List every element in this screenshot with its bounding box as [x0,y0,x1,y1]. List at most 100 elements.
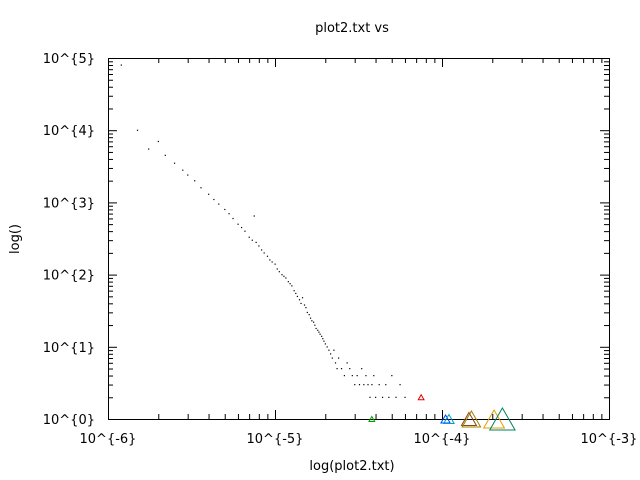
data-point [306,311,308,314]
triangle-marker-green [368,415,376,422]
data-point [224,208,226,211]
data-point [309,317,312,319]
y-axis-label: log() [8,224,23,254]
data-point [361,368,363,370]
data-point [281,274,283,276]
data-point [381,396,384,398]
data-point [293,290,295,292]
data-point [260,249,263,251]
data-point [228,213,230,215]
data-point [399,384,401,386]
data-point [378,384,380,386]
data-point [244,230,246,232]
data-point [334,362,337,364]
data-point [322,338,324,340]
data-point [278,271,280,273]
x-tick-label: 10^{-3} [581,432,638,447]
data-point [351,375,353,377]
data-point [213,198,215,201]
data-point [365,375,367,377]
data-point [187,174,189,176]
data-point [318,331,320,333]
data-point [326,346,328,348]
triangle-marker-red [417,393,425,401]
data-point [266,255,269,257]
data-point [232,217,234,220]
y-tick-label: 10^{1} [43,341,95,356]
triangle-marker-olive [461,409,482,428]
data-point [323,340,325,342]
y-tick-label: 10^{5} [43,52,95,67]
data-point [274,263,276,265]
data-point [194,180,196,182]
data-point [295,292,297,295]
chart-title: plot2.txt vs [315,21,389,36]
data-point [343,375,346,377]
axis-ticks [108,58,610,420]
data-point [354,384,356,386]
data-point [283,275,285,277]
data-point [385,384,387,386]
data-point [173,162,176,164]
data-point [321,335,323,337]
data-point [269,259,271,261]
data-point [311,320,313,322]
data-point [237,223,239,225]
data-point [349,368,351,370]
plot-frame [108,58,610,420]
y-tick-label: 10^{0} [43,413,95,428]
data-point [330,353,332,355]
data-point [251,239,253,241]
data-point [358,384,361,386]
triangle-marker-teal [488,406,516,431]
data-point [333,349,335,351]
y-tick-label: 10^{2} [43,269,95,284]
y-tick-label: 10^{4} [43,124,95,139]
data-point [340,368,343,370]
data-point [240,226,243,229]
data-point [296,295,299,298]
data-point [298,299,301,301]
data-point [305,307,307,309]
data-point [258,245,260,247]
data-point [367,384,369,386]
data-point [314,324,316,326]
data-point [328,349,330,351]
data-point [356,375,358,377]
data-point [263,252,265,254]
triangle-marker-orange [482,408,506,429]
data-point [200,187,202,189]
y-tick-label: 10^{3} [43,196,95,211]
data-point [120,64,122,66]
data-point [285,277,287,279]
data-point [404,396,406,398]
data-point [337,357,340,359]
data-point [315,327,317,330]
data-point [317,329,319,331]
data-point [218,203,220,205]
data-point [336,368,338,370]
data-point [308,314,310,316]
x-tick-label: 10^{-5} [247,432,304,447]
data-point [164,154,166,156]
data-point [324,343,326,345]
data-point [287,281,289,283]
data-point [300,302,302,305]
data-point [346,362,348,364]
data-point [271,261,273,263]
data-point [373,375,375,377]
data-point [312,321,315,323]
data-point [157,140,159,143]
data-point [319,333,321,335]
triangle-marker-cyan [442,413,455,424]
data-point [331,357,333,359]
triangle-marker-brown [460,411,478,426]
data-point [136,129,139,131]
data-point [301,297,304,299]
data-point [369,396,371,398]
data-point [208,193,210,195]
data-point [182,169,184,171]
data-point [276,268,278,270]
data-point [391,375,393,377]
